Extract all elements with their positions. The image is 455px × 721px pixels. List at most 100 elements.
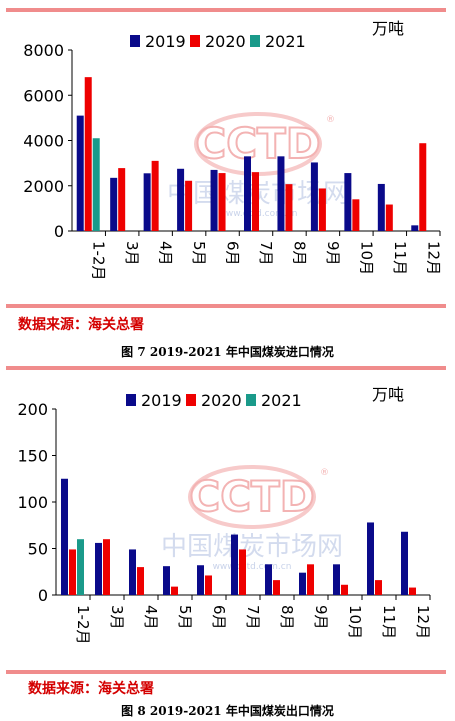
bar-2020 (239, 549, 246, 595)
legend-label-2021: 2021 (265, 32, 306, 51)
bar-2020 (252, 172, 259, 231)
legend-label-2020: 2020 (201, 391, 242, 410)
bar-2019 (197, 565, 204, 595)
import-source-text: 数据来源：海关总署 (18, 317, 144, 333)
bar-2019 (411, 225, 419, 231)
y-tick-label: 150 (17, 447, 48, 466)
bar-2019 (177, 168, 185, 231)
bar-2019 (244, 156, 251, 231)
bar-2019 (401, 531, 408, 595)
bar-2019 (143, 173, 151, 231)
x-tick-label: 11月 (380, 605, 398, 639)
import-chart-panel: CCTD中国煤炭市场网www.cctd.com.cn®0200040006000… (0, 14, 455, 304)
watermark-ring (188, 465, 316, 529)
legend-swatch-2019 (130, 35, 140, 47)
x-tick-label: 7月 (244, 605, 262, 630)
legend-swatch-2020 (190, 35, 200, 47)
legend-swatch-2021 (246, 394, 256, 406)
y-tick-label: 0 (38, 586, 48, 605)
legend-swatch-2019 (126, 394, 136, 406)
x-tick-label: 5月 (190, 241, 208, 266)
legend-label-2021: 2021 (261, 391, 302, 410)
legend-label-2019: 2019 (141, 391, 182, 410)
bar-2021 (92, 138, 100, 231)
x-tick-label: 4月 (157, 241, 175, 266)
bar-2020 (318, 188, 326, 231)
bar-2020 (273, 580, 280, 595)
bar-2020 (307, 564, 314, 595)
bar-2019 (367, 522, 374, 595)
bar-2019 (210, 169, 218, 231)
x-tick-label: 12月 (414, 605, 432, 639)
x-tick-label: 12月 (424, 241, 442, 275)
bar-2019 (231, 534, 238, 595)
bar-2019 (95, 542, 102, 595)
watermark-logo: CCTD (189, 472, 314, 521)
x-tick-label: 8月 (290, 241, 308, 266)
divider-2 (6, 366, 446, 370)
x-tick-label: 3月 (123, 241, 141, 266)
bar-2019 (333, 564, 340, 595)
x-tick-label: 7月 (257, 241, 275, 266)
bar-2019 (299, 572, 306, 595)
unit-label: 万吨 (372, 19, 404, 38)
bar-2020 (409, 587, 416, 595)
bar-2020 (69, 549, 76, 595)
bar-2020 (341, 584, 348, 595)
y-tick-label: 0 (54, 222, 64, 241)
watermark-registered-mark: ® (320, 468, 329, 478)
bar-2020 (137, 567, 144, 595)
bar-2021 (77, 539, 84, 595)
export-chart-panel: CCTD 中国煤炭市场网 www.cctd.com.cn ® 0 50 100 150 200 1… (0, 372, 455, 668)
y-tick-label: 100 (17, 493, 48, 512)
bar-2019 (310, 162, 318, 231)
bar-2020 (185, 180, 193, 231)
x-tick-label: 8月 (278, 605, 296, 630)
y-tick-label: 4000 (23, 132, 64, 151)
y-tick-label: 2000 (23, 177, 64, 196)
divider-3 (6, 670, 446, 674)
legend-label-2020: 2020 (205, 32, 246, 51)
x-tick-label: 9月 (312, 605, 330, 630)
x-tick-label: 11月 (391, 241, 409, 275)
x-tick-label: 10月 (357, 241, 375, 275)
divider-1 (6, 304, 446, 308)
y-tick-label: 8000 (23, 41, 64, 60)
export-figure-caption: 图 8 2019-2021 年中国煤炭出口情况 (121, 704, 334, 718)
bar-2020 (103, 539, 110, 595)
bar-2019 (110, 177, 118, 231)
bar-2019 (344, 173, 352, 231)
x-tick-label: 3月 (108, 605, 126, 630)
bar-2019 (129, 549, 136, 595)
bar-2020 (385, 204, 393, 231)
export-source-text: 数据来源：海关总署 (28, 681, 154, 697)
bar-2020 (151, 160, 159, 231)
bar-2020 (375, 580, 382, 595)
watermark-text: 中国煤炭市场网 (161, 532, 343, 562)
import-figure-caption: 图 7 2019-2021 年中国煤炭进口情况 (121, 345, 334, 359)
legend-label-2019: 2019 (145, 32, 186, 51)
bar-2019 (163, 566, 170, 595)
bar-2020 (419, 143, 427, 231)
import-chart: CCTD中国煤炭市场网www.cctd.com.cn®0200040006000… (23, 19, 442, 281)
bar-2020 (205, 575, 212, 595)
x-tick-label: 4月 (142, 605, 160, 630)
bar-2020 (352, 199, 360, 231)
bar-2019 (61, 478, 68, 595)
bar-2019 (76, 115, 84, 231)
top-divider (6, 8, 446, 12)
x-tick-label: 1-2月 (74, 605, 92, 645)
watermark-url: www.cctd.com.cn (213, 562, 292, 572)
bar-2019 (265, 564, 272, 595)
bar-2019 (277, 156, 285, 231)
watermark-logo: CCTD (195, 119, 320, 168)
y-tick-label: 6000 (23, 86, 64, 105)
x-tick-label: 9月 (324, 241, 342, 266)
x-tick-label: 6月 (224, 241, 242, 266)
bar-2020 (171, 586, 178, 595)
bar-2019 (377, 183, 385, 231)
legend-swatch-2021 (250, 35, 260, 47)
y-tick-label: 50 (28, 540, 48, 559)
y-tick-label: 200 (17, 400, 48, 419)
